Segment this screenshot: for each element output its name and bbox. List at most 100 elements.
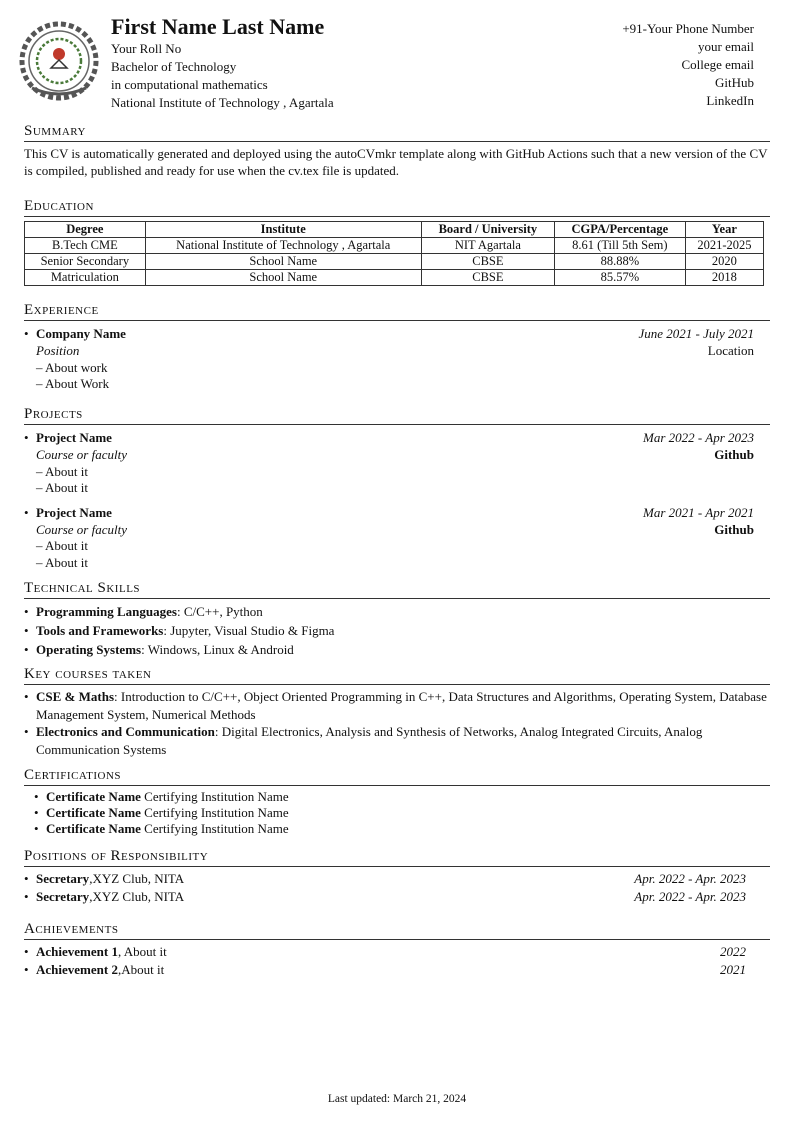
- certificate-item: Certificate Name Certifying Institution …: [24, 805, 770, 821]
- degree: Bachelor of Technology: [111, 59, 237, 74]
- course-label: CSE & Maths: [36, 689, 115, 704]
- achievement-text: , About it: [117, 944, 167, 959]
- course: Course or faculty: [36, 521, 127, 537]
- project-name: Project Name: [36, 504, 112, 520]
- point-text: About Work: [45, 376, 110, 391]
- section-heading: Experience: [24, 301, 770, 321]
- roll-no: Your Roll No: [111, 41, 182, 56]
- year: 2022: [720, 944, 746, 959]
- courses-section: Key courses taken CSE & Maths: Introduct…: [24, 665, 770, 758]
- experience-section: Experience Company Name June 2021 - July …: [24, 301, 770, 393]
- section-heading: Key courses taken: [24, 665, 770, 685]
- column-header: CGPA/Percentage: [553, 221, 686, 238]
- summary-section: Summary This CV is automatically generat…: [24, 122, 770, 179]
- cell: National Institute of Technology , Agart…: [144, 237, 422, 254]
- date-range: Apr. 2022 - Apr. 2023: [634, 889, 746, 904]
- table-header-row: Degree Institute Board / University CGPA…: [24, 221, 765, 238]
- positions-section: Positions of Responsibility Secretary,XY…: [24, 847, 770, 906]
- github-link[interactable]: Github: [714, 521, 754, 537]
- point-text: About it: [45, 538, 89, 553]
- email-link[interactable]: your email: [698, 39, 754, 54]
- table-row: Senior Secondary School Name CBSE 88.88% 202…: [24, 253, 765, 270]
- position-title: Secretary: [36, 871, 90, 886]
- date-range: Apr. 2022 - Apr. 2023: [634, 871, 746, 886]
- certificate-name: Certificate Name: [46, 789, 141, 804]
- date-range: Mar 2022 - Apr 2023: [643, 430, 754, 445]
- last-updated-footer: Last updated: March 21, 2024: [327, 1093, 467, 1105]
- achievement-item: Achievement 1, About it 2022: [24, 943, 770, 961]
- cell: 8.61 (Till 5th Sem): [553, 237, 686, 254]
- point-text: About it: [45, 463, 89, 479]
- column-header: Institute: [144, 221, 422, 238]
- cell: 85.57%: [553, 269, 686, 286]
- project-subrow: Course or faculty Github: [24, 447, 770, 464]
- linkedin-link[interactable]: LinkedIn: [706, 93, 754, 108]
- institution: Certifying Institution Name: [140, 821, 289, 836]
- cell: 2020: [684, 253, 765, 270]
- position-item: Secretary,XYZ Club, NITA Apr. 2022 - Apr.…: [24, 888, 770, 906]
- experience-subrow: Position Location: [24, 343, 770, 360]
- section-heading: Projects: [24, 405, 770, 425]
- column-header: Degree: [24, 221, 146, 238]
- organization: ,XYZ Club, NITA: [89, 889, 185, 904]
- skill-value: : Jupyter, Visual Studio & Figma: [163, 623, 335, 638]
- list-item: – About it: [36, 463, 89, 479]
- course-value: : Introduction to C/C++, Object Oriented…: [36, 689, 767, 722]
- column-header: Year: [684, 221, 765, 238]
- list-item: – About work: [36, 359, 108, 375]
- position: Position: [36, 343, 80, 358]
- skill-item: Tools and Frameworks: Jupyter, Visual St…: [24, 621, 770, 640]
- course-item: CSE & Maths: Introduction to C/C++, Obje…: [24, 688, 770, 723]
- institution: Certifying Institution Name: [140, 805, 289, 820]
- cell: 2021-2025: [684, 237, 765, 254]
- location: Location: [707, 343, 754, 358]
- github-link[interactable]: GitHub: [715, 75, 754, 90]
- position-item: Secretary,XYZ Club, NITA Apr. 2022 - Apr.…: [24, 870, 770, 888]
- skill-value: : C/C++, Python: [176, 604, 263, 619]
- achievements-section: Achievements Achievement 1, About it 2022…: [24, 920, 770, 979]
- section-heading: Technical Skills: [24, 579, 770, 599]
- cell: Senior Secondary: [24, 253, 146, 270]
- organization: ,XYZ Club, NITA: [89, 871, 185, 886]
- skill-label: Programming Languages: [36, 604, 177, 619]
- list-item: – About it: [36, 480, 89, 495]
- project-subrow: Course or faculty Github: [24, 522, 770, 539]
- point-text: About it: [45, 554, 89, 570]
- contact-info: +91-Your Phone Number your email College…: [622, 20, 754, 110]
- cell: CBSE: [420, 269, 555, 286]
- github-link[interactable]: Github: [714, 447, 754, 462]
- experience-item: Company Name June 2021 - July 2021: [24, 324, 770, 343]
- course-label: Electronics and Communication: [36, 724, 215, 739]
- project-name: Project Name: [36, 430, 112, 445]
- college-email-link[interactable]: College email: [681, 57, 754, 72]
- section-heading: Certifications: [24, 766, 770, 786]
- institute: National Institute of Technology , Agart…: [111, 95, 334, 110]
- certificate-name: Certificate Name: [46, 805, 141, 820]
- cell: NIT Agartala: [420, 237, 555, 254]
- candidate-name: First Name Last Name: [111, 14, 325, 39]
- cell: 2018: [684, 269, 765, 286]
- skills-section: Technical Skills Programming Languages: …: [24, 579, 770, 659]
- project-item: Project Name Mar 2021 - Apr 2021: [24, 503, 770, 522]
- course-value: : Digital Electronics, Analysis and Synt…: [36, 724, 703, 757]
- skill-value: : Windows, Linux & Android: [141, 642, 294, 657]
- summary-text: This CV is automatically generated and d…: [24, 146, 768, 178]
- cell: 88.88%: [553, 253, 686, 270]
- header-left: First Name Last Name Your Roll No Bachel…: [111, 14, 334, 112]
- institution: Certifying Institution Name: [140, 789, 289, 804]
- point-text: About it: [45, 480, 89, 495]
- year: 2021: [720, 962, 746, 977]
- skill-item: Programming Languages: C/C++, Python: [24, 602, 770, 621]
- cell: B.Tech CME: [24, 237, 146, 254]
- table-row: Matriculation School Name CBSE 85.57% 2018: [24, 269, 765, 286]
- skill-label: Operating Systems: [36, 642, 142, 657]
- position-title: Secretary: [36, 889, 90, 904]
- cell: Matriculation: [24, 269, 146, 286]
- certifications-section: Certifications Certificate Name Certifyi…: [24, 766, 770, 837]
- cell: CBSE: [420, 253, 555, 270]
- skill-label: Tools and Frameworks: [36, 623, 164, 638]
- education-section: Education Degree Institute Board / Unive…: [24, 197, 770, 286]
- section-heading: Education: [24, 197, 770, 217]
- phone: +91-Your Phone Number: [622, 21, 754, 36]
- certificate-name: Certificate Name: [46, 821, 141, 836]
